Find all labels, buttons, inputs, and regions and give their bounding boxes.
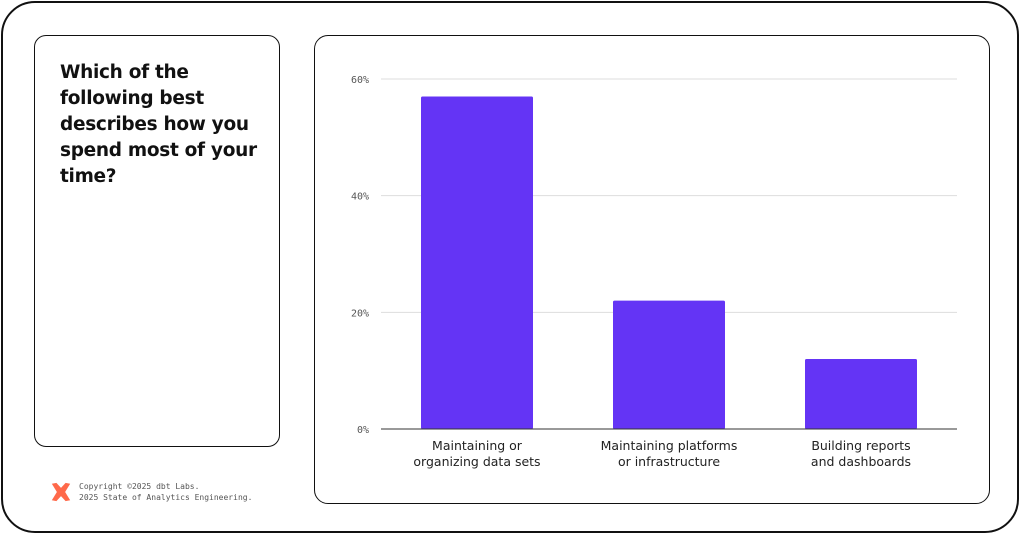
x-tick-label: Building reports and dashboards [811,438,911,469]
x-tick-label-line: and dashboards [811,454,911,469]
x-tick-label-line: Maintaining platforms [601,438,738,453]
x-tick-label: Maintaining or organizing data sets [413,438,540,469]
x-tick-label-line: Maintaining or [432,438,523,453]
y-tick-label: 40% [351,192,369,203]
report-title: 2025 State of Analytics Engineering. [79,493,253,502]
footer: Copyright ©2025 dbt Labs. 2025 State of … [50,481,252,503]
x-tick-label: Maintaining platforms or infrastructure [601,438,738,469]
bar-chart: 0% 20% 40% 60% Maintaining or organizing data… [351,75,957,469]
y-tick-label: 20% [351,308,369,319]
dbt-logo-icon [51,482,71,502]
bar [805,359,917,429]
question-card: Which of the following best describes ho… [34,35,280,447]
y-tick-label: 60% [351,75,369,86]
copyright-text: Copyright ©2025 dbt Labs. [79,482,200,491]
y-tick-label: 0% [357,425,369,436]
bar [421,96,533,429]
x-tick-label-line: organizing data sets [413,454,540,469]
x-tick-label-line: or infrastructure [618,454,720,469]
question-text: Which of the following best describes ho… [60,62,257,187]
chart-card: 0% 20% 40% 60% Maintaining or organizing data… [314,35,990,504]
x-tick-label-line: Building reports [811,438,910,453]
footer-text: Copyright ©2025 dbt Labs. 2025 State of … [79,481,252,503]
bar [613,300,725,429]
